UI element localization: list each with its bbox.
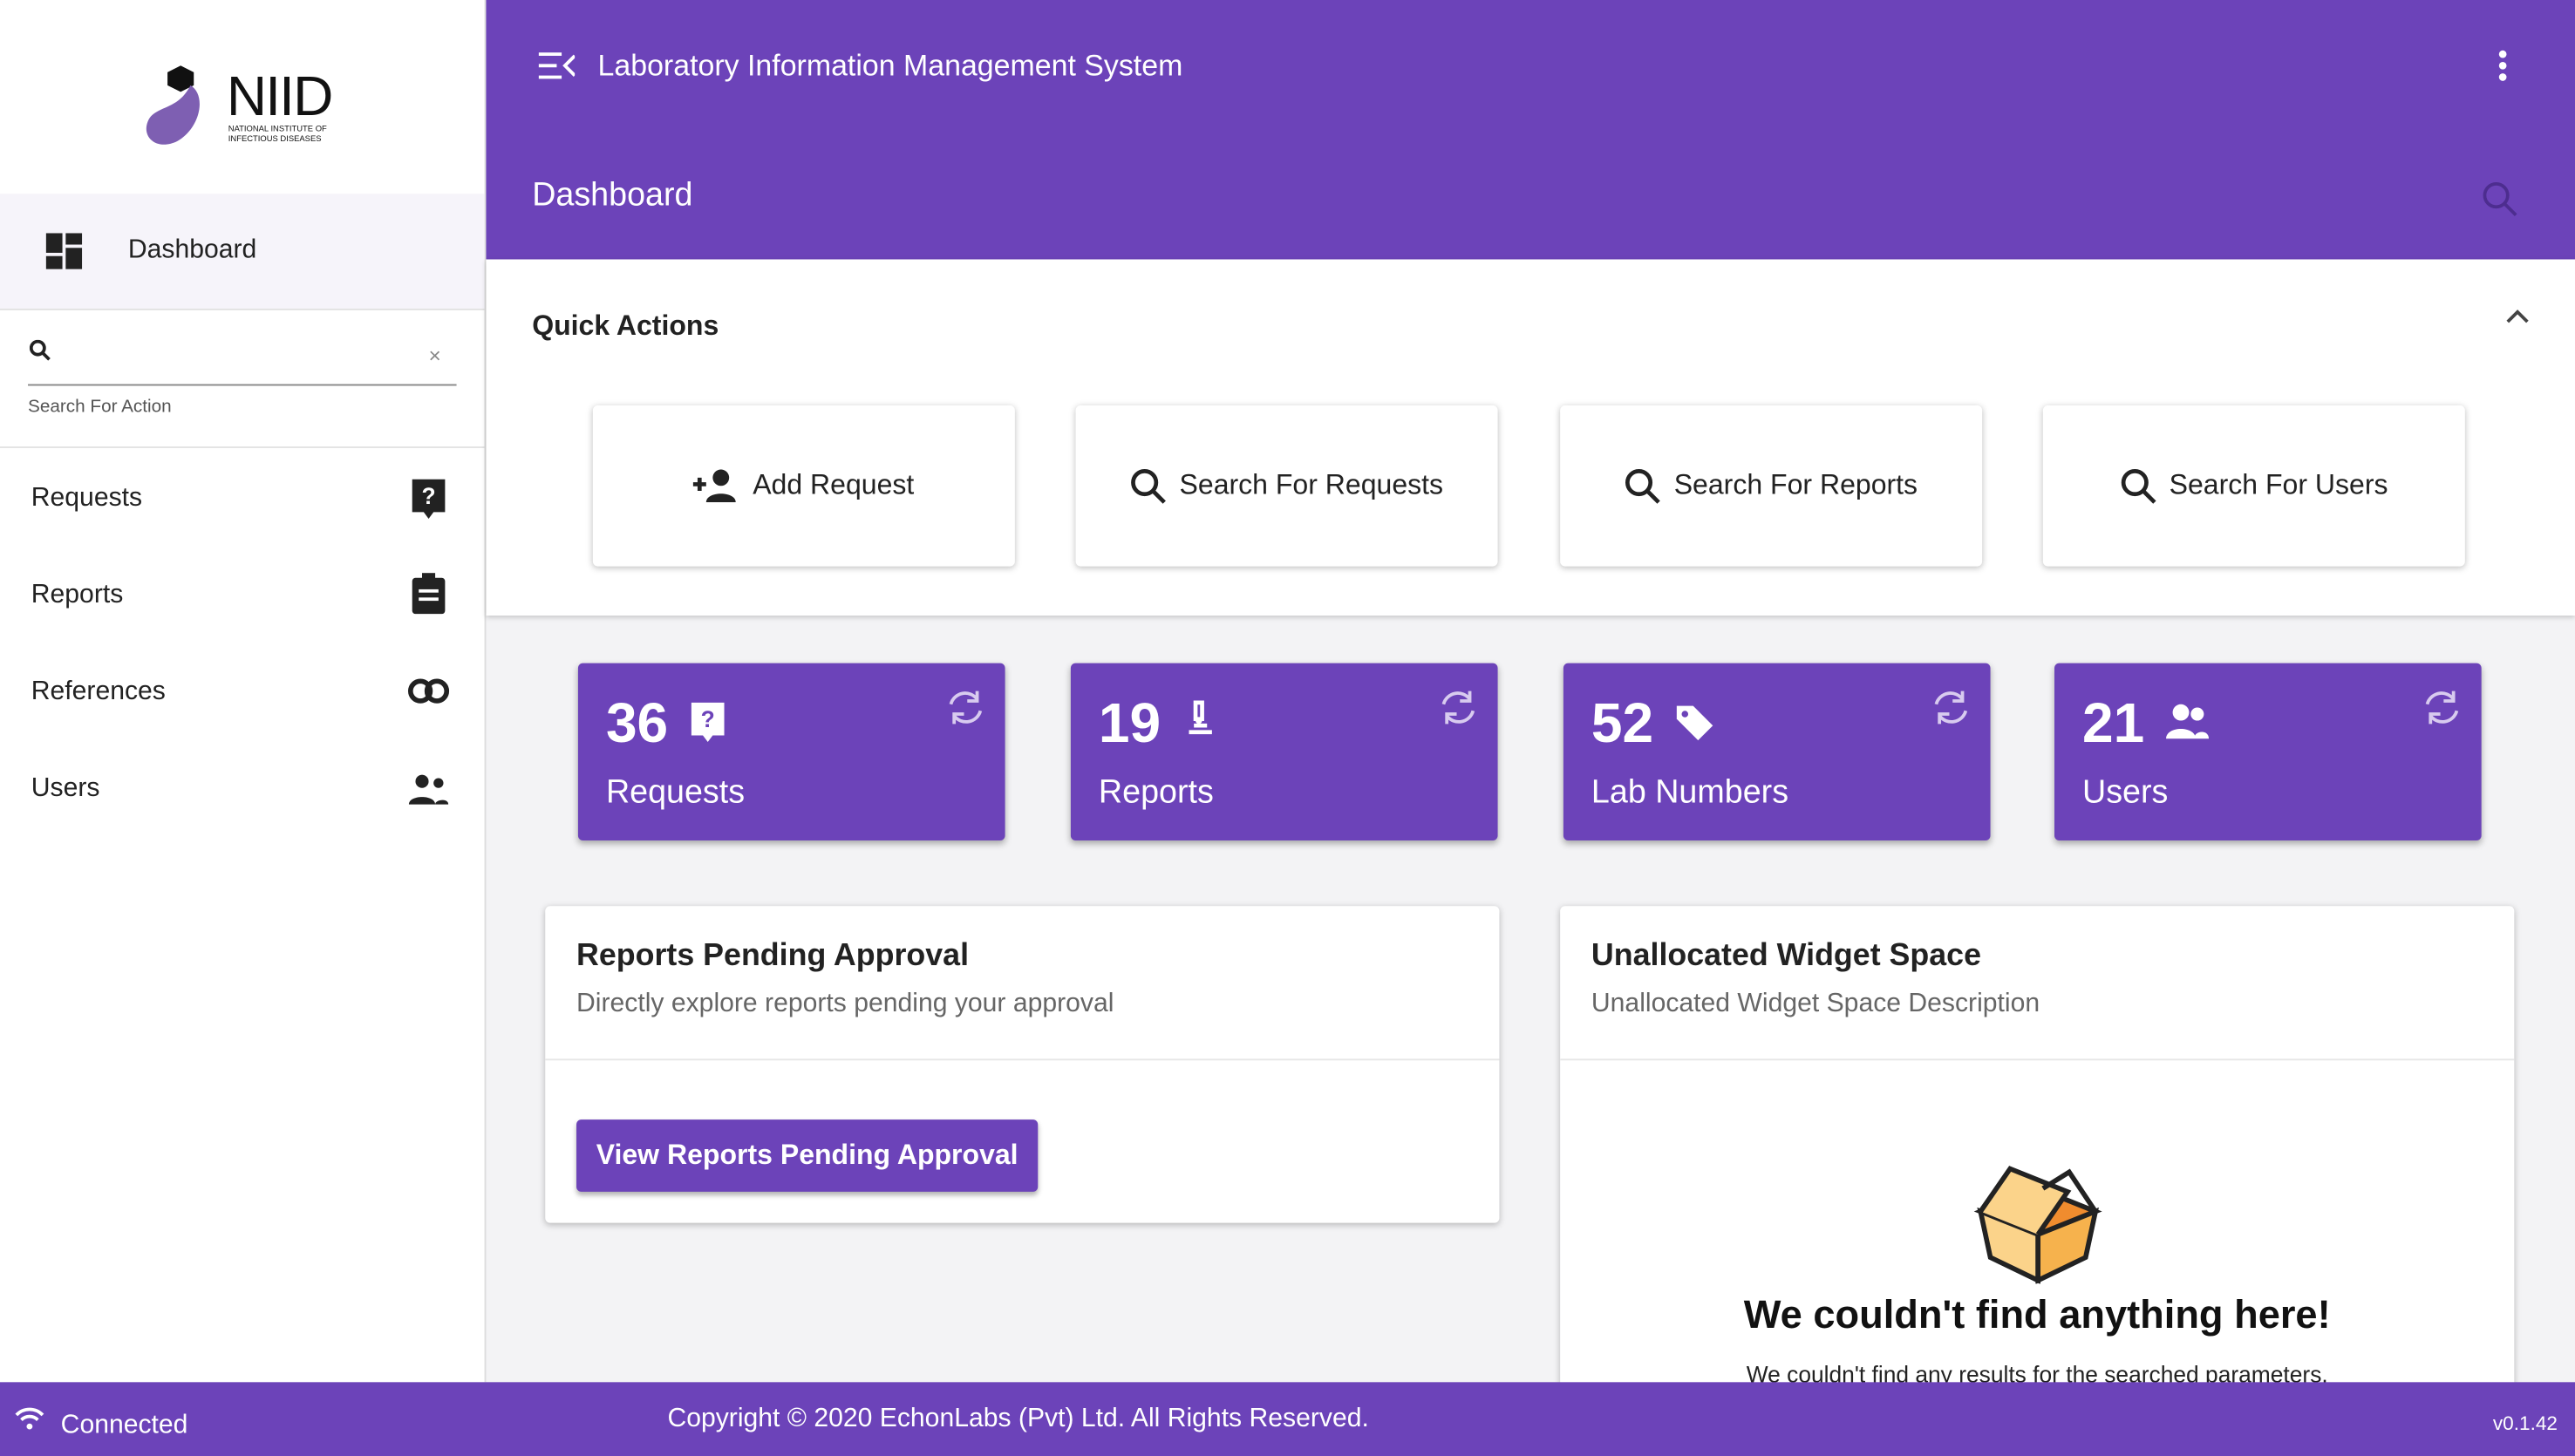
app-title: Laboratory Information Management System — [597, 49, 1183, 83]
connection-status: Connected — [60, 1412, 188, 1440]
quick-action-label: Add Request — [753, 469, 915, 501]
active-label: Dashboard — [127, 236, 257, 265]
menu-item[interactable]: Reports — [31, 581, 124, 609]
logo-subtitle: NATIONAL INSTITUTE OF INFECTIOUS DISEASE… — [228, 125, 327, 145]
stat-icon: ? — [691, 702, 725, 743]
divider — [1560, 1058, 2515, 1061]
stat-card[interactable]: 52 Lab Numbers — [1563, 663, 1991, 840]
search-icon — [1131, 469, 1167, 504]
references-icon — [408, 678, 450, 704]
widget-description: Directly explore reports pending your ap… — [576, 990, 1114, 1018]
quick-action-label: Search For Reports — [1673, 469, 1918, 501]
stat-value: 52 — [1591, 692, 1654, 756]
search-icon — [1625, 469, 1661, 504]
copyright: Copyright © 2020 EchonLabs (Pvt) Ltd. Al… — [667, 1405, 1369, 1433]
add-user-icon — [693, 469, 737, 503]
search-icon — [29, 339, 51, 361]
menu-toggle[interactable] — [538, 51, 576, 80]
page-title: Dashboard — [532, 177, 693, 214]
clear-icon[interactable]: × — [428, 343, 441, 368]
collapse-icon[interactable] — [2506, 309, 2529, 325]
stat-label: Users — [2082, 774, 2169, 812]
wifi-icon — [15, 1407, 44, 1430]
refresh-icon[interactable] — [2421, 688, 2463, 727]
divider — [0, 446, 485, 449]
search-hint: Search For Action — [28, 397, 172, 418]
stat-card[interactable]: 19 Reports — [1070, 663, 1498, 840]
header: Laboratory Information Management System… — [486, 0, 2575, 260]
stat-label: Lab Numbers — [1591, 774, 1789, 812]
widget-button[interactable]: View Reports Pending Approval — [576, 1119, 1039, 1192]
stat-card[interactable]: 36? Requests — [577, 663, 1005, 840]
stat-label: Requests — [605, 774, 746, 812]
menu-item[interactable]: References — [31, 677, 166, 706]
quick-action[interactable]: Search For Users — [2042, 405, 2465, 567]
quick-action[interactable]: Add Request — [592, 405, 1015, 567]
empty-box — [1973, 1166, 2102, 1284]
stat-card[interactable]: 21 Users — [2054, 663, 2482, 840]
refresh-icon[interactable] — [944, 688, 987, 727]
search-underline — [28, 384, 457, 386]
widget-description: Unallocated Widget Space Description — [1591, 990, 2040, 1018]
stat-value: 21 — [2082, 692, 2145, 756]
widget: Reports Pending Approval Directly explor… — [545, 906, 1500, 1223]
stat-icon — [2166, 704, 2210, 739]
search-icon — [2121, 469, 2156, 504]
quick-action-label: Search For Users — [2169, 469, 2388, 501]
svg-text:?: ? — [701, 706, 715, 732]
menu-item[interactable]: Requests — [31, 484, 143, 513]
panel-title: Quick Actions — [532, 310, 719, 342]
widget-title: Unallocated Widget Space — [1591, 938, 1981, 974]
quick-action[interactable]: Search For Reports — [1560, 405, 1983, 567]
header-search[interactable] — [2482, 180, 2517, 216]
logo-mark — [146, 65, 200, 145]
menu-item[interactable]: Users — [31, 774, 100, 803]
logo-title: NIID — [226, 65, 333, 128]
footer: Connected Copyright © 2020 EchonLabs (Pv… — [0, 1382, 2575, 1456]
active-item[interactable]: Dashboard — [0, 194, 485, 310]
svg-text:?: ? — [421, 483, 435, 509]
widget-title: Reports Pending Approval — [576, 938, 970, 974]
stat-value: 19 — [1098, 692, 1161, 756]
empty-title: We couldn't find anything here! — [1743, 1293, 2331, 1338]
stat-value: 36 — [605, 692, 669, 756]
version: v0.1.42 — [2492, 1412, 2558, 1435]
more-menu[interactable] — [2497, 49, 2510, 82]
sidebar: NIID NATIONAL INSTITUTE OF INFECTIOUS DI… — [0, 0, 487, 1383]
refresh-icon[interactable] — [1437, 688, 1480, 727]
stat-icon — [1676, 705, 1713, 741]
quick-action-label: Search For Requests — [1179, 469, 1444, 501]
dashboard-icon — [45, 233, 83, 269]
users-icon — [408, 774, 449, 805]
stat-icon — [1189, 700, 1212, 735]
refresh-icon[interactable] — [1930, 688, 1972, 727]
reports-icon — [412, 573, 446, 615]
widget: Unallocated Widget Space Unallocated Wid… — [1560, 906, 2515, 1432]
quick-action[interactable]: Search For Requests — [1075, 405, 1498, 567]
requests-icon: ? — [412, 479, 446, 519]
stat-label: Reports — [1098, 774, 1214, 812]
divider — [545, 1058, 1500, 1061]
